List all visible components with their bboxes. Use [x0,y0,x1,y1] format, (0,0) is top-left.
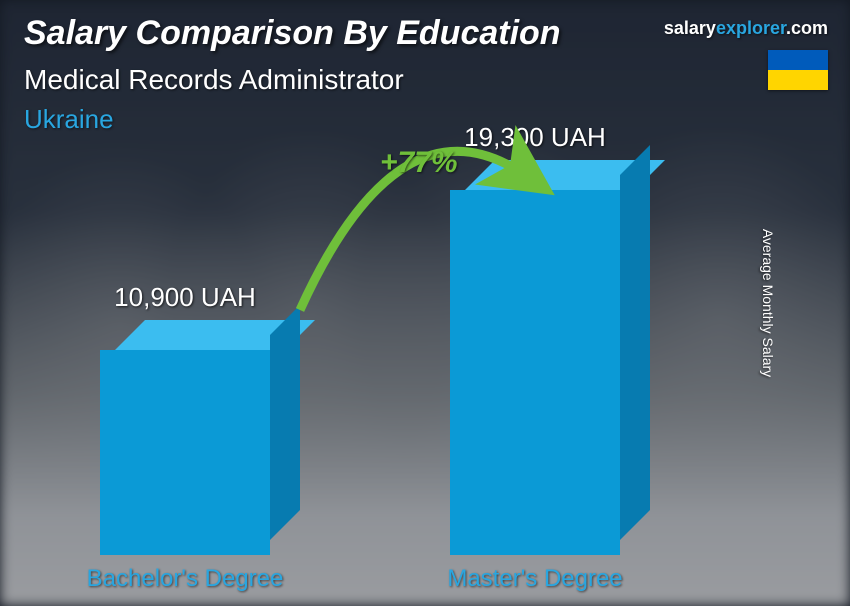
percent-increase-badge: +77% [380,146,458,180]
increase-arrow-icon [0,0,850,606]
chart-container: Salary Comparison By Education Medical R… [0,0,850,606]
